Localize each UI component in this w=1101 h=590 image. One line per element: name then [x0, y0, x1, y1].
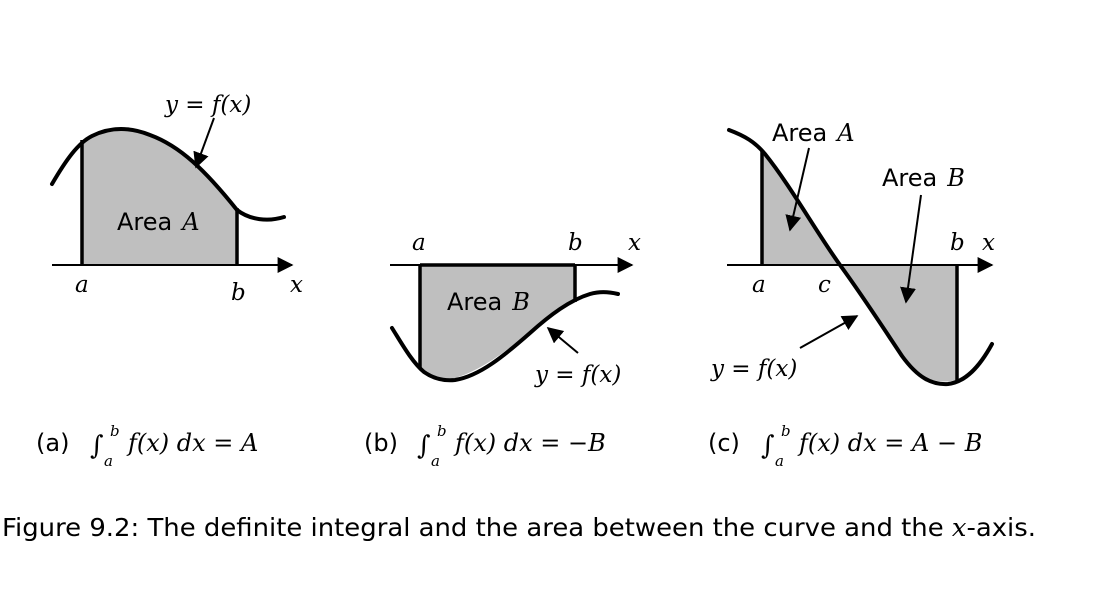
area-b-region [840, 265, 957, 382]
pointer-arrow-curve [800, 316, 857, 348]
svg-text:b: b [110, 422, 120, 440]
subcaption-c: (c) ∫ b a f(x) dx = A − B [708, 422, 982, 470]
axis-label-x: x [628, 230, 641, 256]
svg-text:(b): (b) [364, 429, 398, 457]
svg-text:b: b [437, 422, 447, 440]
axis-label-x: x [290, 272, 303, 298]
svg-text:a: a [775, 452, 784, 470]
figure-caption: Figure 9.2: The definite integral and th… [2, 513, 1036, 542]
svg-text:a: a [431, 452, 440, 470]
subcaption-a: (a) ∫ b a f(x) dx = A [36, 422, 258, 470]
area-a-region [82, 131, 237, 265]
panel-b: a b x Area B y = f(x) [390, 230, 641, 388]
svg-text:b: b [781, 422, 791, 440]
area-b-label: Area B [882, 164, 965, 192]
tick-label-a: a [75, 272, 89, 298]
axis-label-x: x [982, 230, 995, 256]
tick-label-a: a [752, 272, 766, 298]
function-label: y = f(x) [534, 362, 621, 388]
tick-label-b: b [950, 230, 965, 256]
area-label: Area A [117, 208, 200, 236]
function-label: y = f(x) [164, 92, 251, 118]
svg-text:f(x) dx = A − B: f(x) dx = A − B [797, 429, 982, 457]
area-label: Area B [447, 288, 530, 316]
svg-text:(a): (a) [36, 429, 69, 457]
tick-label-b: b [231, 280, 246, 306]
function-label: y = f(x) [710, 356, 797, 382]
svg-text:f(x) dx = A: f(x) dx = A [126, 429, 258, 457]
svg-text:f(x) dx = −B: f(x) dx = −B [453, 429, 606, 457]
area-a-label: Area A [772, 119, 855, 147]
pointer-arrow [548, 328, 578, 353]
tick-label-a: a [412, 230, 426, 256]
panel-c: Area A Area B a c b x y = f(x) [710, 119, 995, 384]
svg-text:∫: ∫ [761, 431, 775, 461]
pointer-arrow [196, 118, 214, 167]
subcaption-b: (b) ∫ b a f(x) dx = −B [364, 422, 606, 470]
svg-text:a: a [104, 452, 113, 470]
tick-label-c: c [818, 272, 831, 298]
svg-text:(c): (c) [708, 429, 740, 457]
panel-a: y = f(x) Area A a b x [52, 92, 303, 306]
svg-text:∫: ∫ [417, 431, 431, 461]
svg-text:∫: ∫ [90, 431, 104, 461]
tick-label-b: b [568, 230, 583, 256]
